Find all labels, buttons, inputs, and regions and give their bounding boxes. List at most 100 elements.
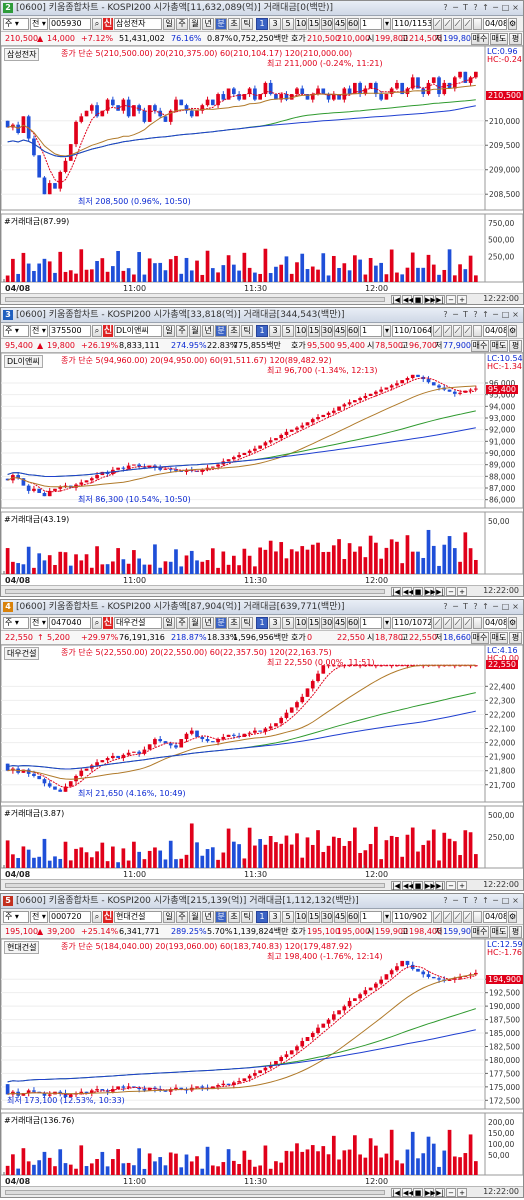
line-tool-icon[interactable]: ⟋	[463, 325, 472, 337]
pin-icon[interactable]: ↑	[482, 602, 489, 611]
arrow-icon[interactable]: ⟋	[453, 325, 462, 337]
interval-10-button[interactable]: 10	[295, 325, 307, 337]
zoom-in-icon[interactable]: +	[457, 587, 467, 596]
interval-60-button[interactable]: 60	[347, 911, 359, 923]
first-icon[interactable]: |◀	[391, 587, 401, 596]
stock-code-input[interactable]: 005930	[49, 18, 91, 30]
timeframe-2-button[interactable]: 월	[189, 325, 201, 337]
timeframe-0-button[interactable]: 일	[163, 18, 175, 30]
last-icon[interactable]: ▶|	[435, 1188, 445, 1197]
interval-1-button[interactable]: 1	[256, 18, 268, 30]
market-select[interactable]: 주 ▾	[3, 325, 29, 337]
date-field[interactable]: 04/08	[483, 911, 507, 923]
help-icon[interactable]: ?	[443, 602, 448, 611]
timeframe-2-button[interactable]: 월	[189, 911, 201, 923]
interval-3-button[interactable]: 3	[269, 911, 281, 923]
scroll-track[interactable]	[5, 1190, 385, 1195]
last-icon[interactable]: ▶|	[435, 881, 445, 890]
bar-count-field[interactable]: 110/1064	[392, 325, 432, 337]
timeframe-1-button[interactable]: 주	[176, 325, 188, 337]
rewind-icon[interactable]: ◀◀	[402, 1188, 414, 1197]
question-icon[interactable]: ?	[473, 310, 478, 319]
price-chart-svg[interactable]: 22,400 22,300 22,200 22,100 22,000 21,900 21,8…	[1, 600, 523, 891]
stop-icon[interactable]: ■	[413, 587, 423, 596]
date-field[interactable]: 04/08	[483, 325, 507, 337]
first-icon[interactable]: |◀	[391, 1188, 401, 1197]
zoom-out-icon[interactable]: −	[446, 881, 456, 890]
interval-15-button[interactable]: 15	[308, 18, 320, 30]
buy-button[interactable]: 매수	[471, 632, 489, 644]
scroll-track[interactable]	[5, 883, 385, 888]
stop-icon[interactable]: ■	[413, 1188, 423, 1197]
interval-value-input[interactable]: 1	[360, 911, 382, 923]
interval-15-button[interactable]: 15	[308, 325, 320, 337]
maximize-icon[interactable]: □	[501, 602, 510, 611]
timeframe-3-button[interactable]: 년	[202, 911, 214, 923]
timeframe-0-button[interactable]: 일	[163, 325, 175, 337]
interval-3-button[interactable]: 3	[269, 325, 281, 337]
zoom-in-icon[interactable]: +	[457, 295, 467, 304]
timeframe-5-button[interactable]: 초	[228, 325, 240, 337]
flat-button[interactable]: 평	[509, 340, 522, 352]
flat-button[interactable]: 평	[509, 33, 522, 45]
flat-button[interactable]: 평	[509, 926, 522, 938]
sell-button[interactable]: 매도	[490, 33, 508, 45]
search-icon[interactable]: ⌕	[92, 911, 102, 923]
interval-60-button[interactable]: 60	[347, 18, 359, 30]
search-icon[interactable]: ⌕	[92, 617, 102, 629]
interval-dropdown-icon[interactable]: ▾	[383, 325, 391, 337]
range-select[interactable]: 전 ▾	[30, 325, 48, 337]
crosshair-icon[interactable]: ⟋	[443, 325, 452, 337]
stock-name-field[interactable]: 대우건설	[114, 617, 162, 629]
text-icon[interactable]: T	[463, 602, 468, 611]
scroll-track[interactable]	[5, 589, 385, 594]
timeframe-3-button[interactable]: 년	[202, 617, 214, 629]
stop-icon[interactable]: ■	[413, 881, 423, 890]
zoom-out-icon[interactable]: −	[446, 587, 456, 596]
zoom-in-icon[interactable]: +	[457, 1188, 467, 1197]
minimize-button-icon[interactable]: ─	[493, 310, 498, 319]
lock-checkbox[interactable]	[473, 325, 482, 337]
interval-45-button[interactable]: 45	[334, 18, 346, 30]
settings-icon[interactable]: ⚙	[508, 911, 517, 923]
timeframe-6-button[interactable]: 틱	[241, 911, 253, 923]
last-icon[interactable]: ▶|	[435, 295, 445, 304]
interval-60-button[interactable]: 60	[347, 325, 359, 337]
interval-45-button[interactable]: 45	[334, 911, 346, 923]
arrow-icon[interactable]: ⟋	[453, 617, 462, 629]
interval-value-input[interactable]: 1	[360, 617, 382, 629]
range-select[interactable]: 전 ▾	[30, 617, 48, 629]
crosshair-icon[interactable]: ⟋	[443, 18, 452, 30]
interval-30-button[interactable]: 30	[321, 617, 333, 629]
interval-3-button[interactable]: 3	[269, 18, 281, 30]
zoom-out-icon[interactable]: −	[446, 1188, 456, 1197]
buy-button[interactable]: 매수	[471, 340, 489, 352]
minimize-icon[interactable]: ─	[453, 602, 458, 611]
question-icon[interactable]: ?	[473, 602, 478, 611]
interval-45-button[interactable]: 45	[334, 617, 346, 629]
timeframe-0-button[interactable]: 일	[163, 617, 175, 629]
stock-name-field[interactable]: DL이앤씨	[114, 325, 162, 337]
timeframe-2-button[interactable]: 월	[189, 18, 201, 30]
minimize-icon[interactable]: ─	[453, 3, 458, 12]
text-icon[interactable]: T	[463, 3, 468, 12]
stop-icon[interactable]: ■	[413, 295, 423, 304]
pin-icon[interactable]: ↑	[482, 3, 489, 12]
maximize-icon[interactable]: □	[501, 310, 510, 319]
interval-1-button[interactable]: 1	[256, 617, 268, 629]
line-tool-icon[interactable]: ⟋	[463, 18, 472, 30]
maximize-icon[interactable]: □	[501, 896, 510, 905]
timeframe-4-button[interactable]: 분	[215, 617, 227, 629]
interval-dropdown-icon[interactable]: ▾	[383, 18, 391, 30]
lock-checkbox[interactable]	[473, 18, 482, 30]
zoom-out-icon[interactable]: −	[446, 295, 456, 304]
interval-10-button[interactable]: 10	[295, 911, 307, 923]
price-chart-svg[interactable]: 210,000 209,500 209,000 208,500 750,00 500,00…	[1, 1, 523, 305]
price-chart-svg[interactable]: 195,000 192,500 190,000 187,500 185,000 182,5…	[1, 894, 523, 1198]
flat-button[interactable]: 평	[509, 632, 522, 644]
interval-45-button[interactable]: 45	[334, 325, 346, 337]
interval-dropdown-icon[interactable]: ▾	[383, 911, 391, 923]
search-icon[interactable]: ⌕	[92, 325, 102, 337]
minimize-button-icon[interactable]: ─	[493, 896, 498, 905]
interval-5-button[interactable]: 5	[282, 325, 294, 337]
